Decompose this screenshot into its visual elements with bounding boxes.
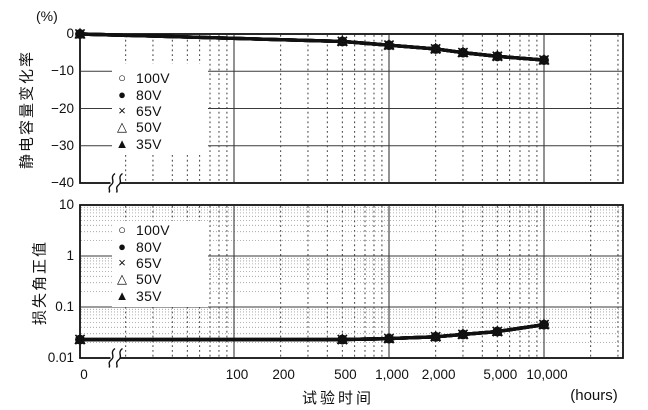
legend-label: 80V bbox=[136, 86, 162, 103]
plot-frame bbox=[79, 33, 624, 184]
filled-circle-icon: ● bbox=[118, 86, 126, 102]
y-tick-top: −30 bbox=[51, 137, 74, 153]
legend-item-35v: ▲ 35V bbox=[114, 136, 170, 152]
series-line-65V bbox=[78, 32, 546, 62]
y-unit-label-top: (%) bbox=[36, 8, 58, 24]
y-tick-bottom: 10 bbox=[58, 197, 74, 212]
axis-break-mark bbox=[115, 347, 123, 368]
legend-label: 80V bbox=[136, 238, 162, 255]
legend-item-50v: △ 50V bbox=[114, 271, 170, 287]
legend-item-80v: ● 80V bbox=[114, 238, 170, 255]
x-mark-icon: × bbox=[118, 254, 126, 270]
plot-frame bbox=[79, 204, 624, 359]
series-line-80V bbox=[78, 32, 546, 62]
legend-item-50v: △ 50V bbox=[114, 119, 170, 135]
marker-triangle bbox=[336, 333, 348, 344]
x-tick: 10,000 bbox=[526, 367, 568, 382]
open-triangle-icon: △ bbox=[117, 119, 127, 135]
legend-top: ○ 100V ● 80V × 65V △ 50V ▲ 35V bbox=[114, 70, 170, 152]
x-tick: 0 bbox=[80, 367, 88, 382]
legend-bottom: ○ 100V ● 80V × 65V △ 50V ▲ 35V bbox=[114, 222, 170, 304]
axis-break-mark bbox=[108, 172, 116, 193]
legend-label: 65V bbox=[136, 102, 162, 119]
marker-triangle bbox=[491, 50, 503, 61]
x-tick: 500 bbox=[334, 367, 357, 382]
marker-triangle bbox=[74, 333, 86, 344]
legend-item-65v: × 65V bbox=[114, 255, 170, 271]
legend-item-100v: ○ 100V bbox=[114, 70, 170, 86]
marker-triangle bbox=[336, 35, 348, 46]
x-mark-icon: × bbox=[118, 102, 126, 118]
marker-triangle bbox=[457, 328, 469, 339]
y-axis-title-bottom: 损失角正值 bbox=[31, 240, 49, 326]
marker-triangle bbox=[538, 53, 550, 65]
legend-label: 50V bbox=[136, 119, 162, 136]
legend-background bbox=[112, 221, 208, 307]
marker-triangle bbox=[383, 332, 395, 343]
filled-triangle-icon: ▲ bbox=[115, 287, 129, 303]
y-tick-top: −20 bbox=[51, 100, 74, 116]
axis-break-gap bbox=[110, 354, 120, 362]
legend-label: 35V bbox=[136, 135, 162, 152]
x-tick: 2,000 bbox=[421, 367, 456, 382]
x-tick: 100 bbox=[225, 367, 249, 382]
marker-triangle bbox=[457, 46, 469, 57]
axis-break-mark bbox=[115, 172, 123, 193]
legend-label: 35V bbox=[136, 287, 162, 304]
series-line-35V bbox=[78, 32, 546, 62]
legend-background bbox=[112, 64, 208, 153]
legend-label: 100V bbox=[136, 70, 170, 87]
legend-item-100v: ○ 100V bbox=[114, 222, 170, 238]
axis-break-mark bbox=[108, 347, 116, 368]
x-tick: 5,000 bbox=[483, 367, 518, 382]
marker-triangle bbox=[538, 318, 550, 329]
series-line-50V bbox=[78, 32, 546, 62]
x-axis-unit: (hours) bbox=[570, 387, 618, 404]
open-circle-icon: ○ bbox=[118, 70, 126, 86]
marker-triangle bbox=[383, 38, 395, 50]
filled-circle-icon: ● bbox=[118, 238, 126, 254]
open-circle-icon: ○ bbox=[118, 222, 126, 238]
legend-item-35v: ▲ 35V bbox=[114, 288, 170, 304]
legend-label: 100V bbox=[136, 222, 170, 239]
y-tick-top: −40 bbox=[51, 175, 74, 190]
marker-triangle bbox=[430, 42, 442, 54]
open-triangle-icon: △ bbox=[117, 271, 127, 287]
y-tick-bottom: 0.01 bbox=[47, 350, 74, 365]
y-tick-bottom: 1 bbox=[66, 248, 74, 263]
x-tick: 1,000 bbox=[375, 367, 409, 382]
legend-label: 50V bbox=[136, 271, 162, 288]
legend-item-65v: × 65V bbox=[114, 103, 170, 119]
x-tick: 200 bbox=[272, 367, 295, 382]
x-axis-title: 试验时间 bbox=[301, 390, 374, 407]
filled-triangle-icon: ▲ bbox=[115, 135, 129, 151]
marker-triangle bbox=[491, 325, 503, 336]
legend-item-80v: ● 80V bbox=[114, 86, 170, 103]
marker-triangle bbox=[430, 330, 442, 342]
y-tick-top: −10 bbox=[51, 63, 74, 79]
marker-triangle bbox=[74, 27, 86, 39]
legend-label: 65V bbox=[136, 254, 162, 271]
series-line-100V bbox=[78, 32, 546, 62]
y-tick-bottom: 0.1 bbox=[55, 299, 74, 314]
axis-break-gap bbox=[110, 179, 120, 187]
y-tick-top: 0 bbox=[66, 26, 74, 41]
